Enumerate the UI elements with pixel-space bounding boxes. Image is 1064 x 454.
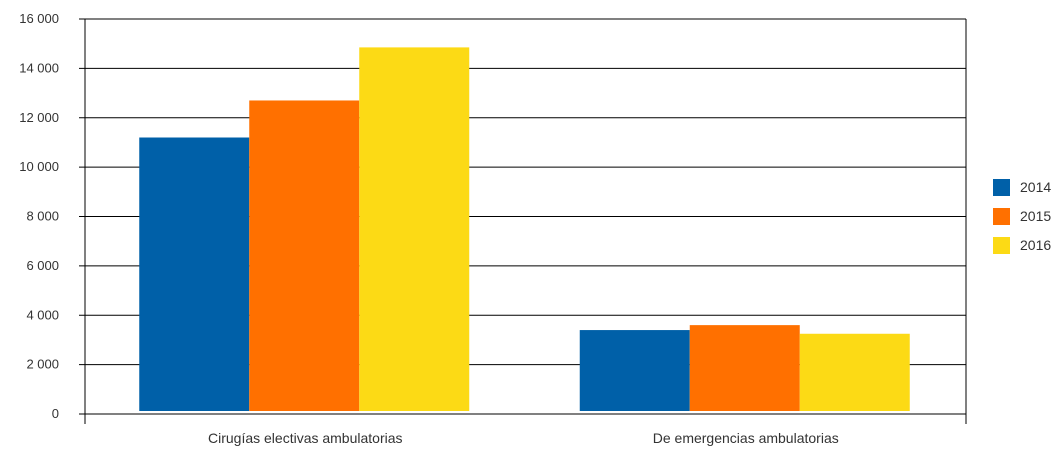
y-tick-label: 0: [52, 406, 59, 421]
bar-2015-0: [249, 100, 360, 411]
bar-2014-0: [139, 137, 250, 411]
legend-swatch-2015: [993, 208, 1010, 225]
bar-2014-1: [579, 330, 690, 411]
legend-label-2015: 2015: [1020, 208, 1051, 224]
legend-label-2014: 2014: [1020, 179, 1051, 195]
bar-2016-1: [799, 333, 910, 411]
axes: 0 2 000 4 000 6 000 8 000 10 000 12 000 14 000 1…: [19, 11, 967, 446]
y-tick-label: 16 000: [19, 11, 59, 26]
legend-label-2016: 2016: [1020, 237, 1051, 253]
legend-swatch-2016: [993, 237, 1010, 254]
y-tick-label: 14 000: [19, 60, 59, 75]
bars: [139, 47, 910, 411]
x-category-label: Cirugías electivas ambulatorias: [208, 430, 403, 446]
x-category-label: De emergencias ambulatorias: [653, 430, 839, 446]
y-tick-label: 12 000: [19, 110, 59, 125]
legend: 2014 2015 2016: [993, 179, 1051, 254]
bar-2015-1: [689, 325, 800, 411]
bar-2016-0: [359, 47, 470, 411]
y-tick-label: 10 000: [19, 159, 59, 174]
y-tick-label: 8 000: [26, 209, 59, 224]
y-tick-label: 2 000: [26, 357, 59, 372]
y-tick-label: 6 000: [26, 258, 59, 273]
y-tick-label: 4 000: [26, 307, 59, 322]
legend-swatch-2014: [993, 179, 1010, 196]
